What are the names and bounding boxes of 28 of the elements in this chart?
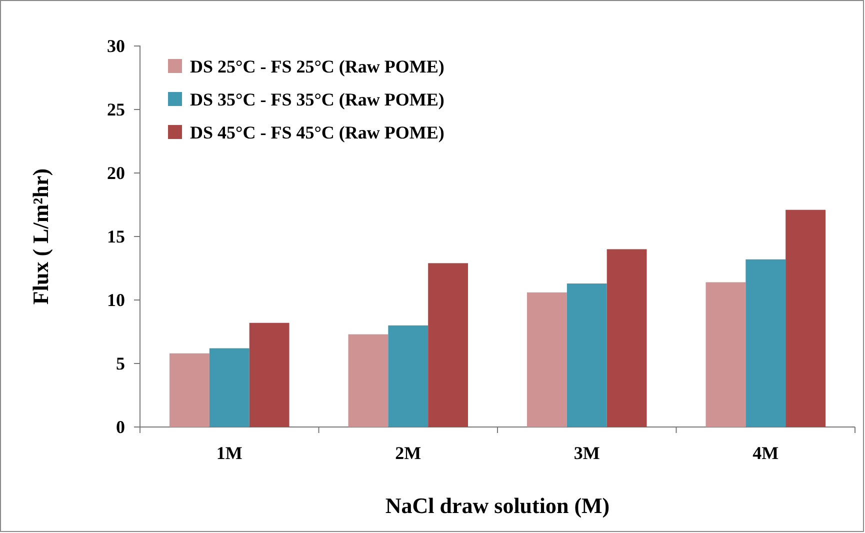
y-tick-label: 0 — [116, 416, 125, 437]
bar — [606, 249, 647, 427]
bar — [428, 263, 468, 427]
bar — [746, 259, 786, 427]
bar — [706, 282, 746, 427]
x-axis-title: NaCl draw solution (M) — [385, 493, 610, 518]
bar — [249, 322, 290, 427]
bar — [786, 210, 826, 427]
bar — [566, 283, 607, 427]
y-tick-label: 20 — [107, 162, 125, 183]
y-tick-label: 30 — [107, 36, 125, 56]
x-tick-label: 3M — [574, 442, 600, 463]
legend-label: DS 25°C - FS 25°C (Raw POME) — [190, 56, 444, 76]
bar — [209, 348, 250, 427]
x-tick-label: 2M — [395, 442, 422, 463]
y-tick-label: 10 — [107, 290, 125, 310]
bar — [348, 334, 388, 427]
bar — [526, 292, 567, 427]
y-tick-label: 5 — [116, 353, 125, 374]
bar — [388, 325, 428, 427]
legend-label: DS 35°C - FS 35°C (Raw POME) — [190, 89, 444, 110]
legend-label: DS 45°C - FS 45°C (Raw POME) — [190, 122, 444, 142]
y-tick-label: 25 — [107, 99, 125, 120]
bar — [169, 353, 210, 427]
y-axis-title: Flux ( L/m²hr) — [28, 168, 53, 305]
x-tick-label: 1M — [216, 442, 242, 463]
x-tick-label: 4M — [752, 442, 779, 463]
y-tick-label: 15 — [107, 226, 125, 246]
